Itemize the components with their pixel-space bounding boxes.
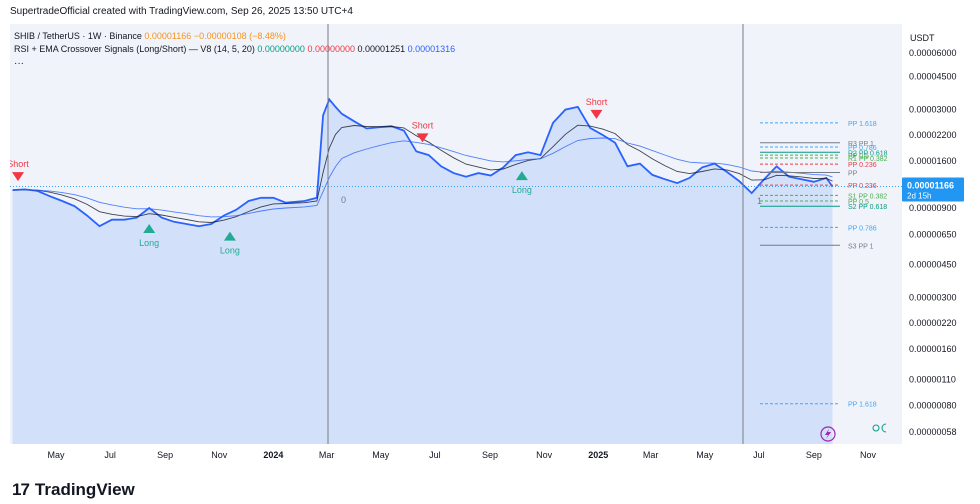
ema-slow-line bbox=[12, 137, 833, 218]
price-change: −0.00000108 (−8.48%) bbox=[193, 31, 286, 41]
pivot-label: PP 0.5 bbox=[848, 199, 869, 206]
short-signal-label: Short bbox=[586, 97, 608, 107]
y-tick-label: 0.00000058 bbox=[909, 427, 957, 437]
pivot-label: R1 PP 0.382 bbox=[848, 156, 888, 163]
short-signal-marker bbox=[590, 109, 603, 119]
session-icons[interactable] bbox=[872, 423, 887, 433]
x-tick-label: 2024 bbox=[263, 450, 283, 460]
y-tick-label: 0.00000080 bbox=[909, 401, 957, 411]
short-signal-marker bbox=[416, 133, 429, 143]
last-price-badge bbox=[902, 177, 964, 202]
x-tick-label: May bbox=[47, 450, 65, 460]
short-signal-label: Short bbox=[412, 120, 434, 130]
bar-countdown: 2d 15h bbox=[907, 192, 931, 201]
x-tick-label: Mar bbox=[319, 450, 335, 460]
price-scale-background bbox=[902, 24, 972, 444]
x-tick-label: Mar bbox=[643, 450, 659, 460]
y-tick-label: 0.00004500 bbox=[909, 72, 957, 82]
long-signal-label: Long bbox=[139, 238, 159, 248]
x-tick-label: Sep bbox=[157, 450, 173, 460]
x-tick-label: 2025 bbox=[588, 450, 608, 460]
pivot-label: S3 PP 1 bbox=[848, 243, 874, 250]
tradingview-logo: 17 TradingView bbox=[12, 480, 135, 499]
chart-legend: SHIB / TetherUS · 1W · Binance 0.0000116… bbox=[14, 30, 455, 56]
short-signal-marker bbox=[12, 172, 24, 182]
indicator-value-1: 0.00000000 bbox=[257, 44, 305, 54]
x-tick-label: Jul bbox=[104, 450, 116, 460]
pivot-label: S2 PP 0.618 bbox=[848, 204, 887, 211]
y-tick-label: 0.00006000 bbox=[909, 48, 957, 58]
long-signal-label: Long bbox=[220, 246, 240, 256]
more-options-icon[interactable]: ··· bbox=[14, 58, 24, 69]
y-tick-label: 0.00000220 bbox=[909, 318, 957, 328]
last-price-value: 0.00001166 bbox=[144, 31, 192, 41]
indicator-name[interactable]: RSI + EMA Crossover Signals (Long/Short)… bbox=[14, 44, 255, 54]
y-tick-label: 0.00000160 bbox=[909, 344, 957, 354]
x-tick-label: May bbox=[696, 450, 714, 460]
y-tick-label: 0.00002200 bbox=[909, 130, 957, 140]
y-tick-label: 0.00003000 bbox=[909, 105, 957, 115]
long-signal-marker bbox=[515, 171, 528, 181]
x-tick-label: Nov bbox=[211, 450, 228, 460]
x-tick-label: Nov bbox=[536, 450, 553, 460]
y-tick-label: 0.00000110 bbox=[909, 375, 956, 385]
y-tick-label: 0.00001600 bbox=[909, 156, 957, 166]
x-tick-label: Sep bbox=[482, 450, 498, 460]
indicator-value-3: 0.00001251 bbox=[357, 44, 406, 54]
x-tick-label: Jul bbox=[753, 450, 765, 460]
long-signal-marker bbox=[223, 231, 236, 241]
price-line bbox=[12, 97, 834, 228]
pivot-label: R3 PP 1 bbox=[848, 141, 874, 148]
pivot-label: PP 0.786 bbox=[848, 145, 877, 152]
pivot-label: PP 1.618 bbox=[848, 402, 877, 409]
long-signal-label: Long bbox=[512, 185, 532, 195]
pivot-label: PP bbox=[848, 170, 858, 177]
pivot-label: PP 1.618 bbox=[848, 121, 877, 128]
annotation-zero: 0 bbox=[341, 195, 346, 205]
pivot-label: R2 PP 0.618 bbox=[848, 150, 888, 157]
symbol-line[interactable]: SHIB / TetherUS · 1W · Binance bbox=[14, 31, 142, 41]
annotation-one: 1 bbox=[757, 196, 762, 206]
pivot-label: PP 0.786 bbox=[848, 225, 877, 232]
pivot-label: PP 0.5 bbox=[848, 153, 869, 160]
x-tick-label: Jul bbox=[429, 450, 441, 460]
y-tick-label: 0.00000900 bbox=[909, 203, 957, 213]
y-tick-label: 0.00000450 bbox=[909, 260, 957, 270]
chart-credit: SupertradeOfficial created with TradingV… bbox=[10, 6, 353, 17]
indicator-value-4: 0.00001316 bbox=[407, 44, 456, 54]
pivot-label: S1 PP 0.382 bbox=[848, 193, 887, 200]
currency-label: USDT bbox=[910, 33, 935, 43]
price-area bbox=[12, 99, 833, 445]
lightning-icon[interactable] bbox=[820, 426, 836, 442]
y-tick-label: 0.00000300 bbox=[909, 293, 957, 303]
indicator-value-2: 0.00000000 bbox=[307, 44, 356, 54]
x-tick-label: Nov bbox=[860, 450, 877, 460]
short-signal-label: Short bbox=[10, 159, 29, 169]
y-tick-label: 0.00000650 bbox=[909, 230, 957, 240]
pivot-label: PP 0.236 bbox=[848, 162, 877, 169]
last-price-badge-value: 0.00001166 bbox=[907, 181, 954, 191]
x-tick-label: May bbox=[372, 450, 390, 460]
long-signal-marker bbox=[143, 223, 156, 233]
x-tick-label: Sep bbox=[806, 450, 822, 460]
ema-fast-line bbox=[12, 124, 833, 223]
